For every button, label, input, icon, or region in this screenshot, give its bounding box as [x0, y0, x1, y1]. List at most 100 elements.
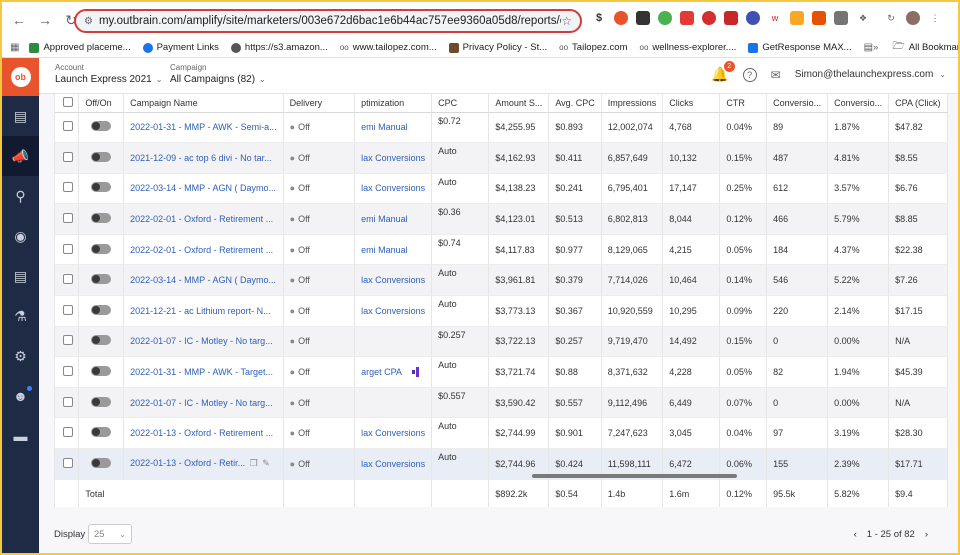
campaign-name-link[interactable]: 2022-03-14 - MMP - AGN ( Daymo... [130, 183, 276, 194]
campaign-name-link[interactable]: 2022-03-14 - MMP - AGN ( Daymo... [130, 275, 276, 286]
col-header-amount[interactable]: Amount S... [488, 94, 550, 113]
table-row[interactable]: 2022-01-31 - MMP - AWK - Semi-a... ● Off em… [55, 112, 948, 144]
row-checkbox[interactable] [63, 243, 73, 254]
stop-extension-icon[interactable] [702, 11, 716, 25]
table-row[interactable]: 2022-01-07 - IC - Motley - No targ... ● Of… [55, 326, 948, 358]
campaign-toggle[interactable] [91, 366, 112, 377]
campaign-toggle[interactable] [91, 213, 112, 224]
cpc-cell[interactable]: $0.557 [431, 387, 490, 419]
row-checkbox[interactable] [63, 213, 73, 224]
campaign-toggle[interactable] [91, 243, 112, 254]
settings-gear-icon[interactable]: ⚙ [14, 347, 27, 364]
table-row[interactable]: 2022-02-01 - Oxford - Retirement ... ● Off… [55, 234, 948, 266]
cpc-cell[interactable]: Auto [431, 173, 490, 205]
apps-grid-icon[interactable]: ▦ [10, 42, 20, 53]
sync-icon[interactable]: ↻ [884, 11, 898, 25]
campaigns-megaphone-icon[interactable]: 📣 [2, 136, 39, 176]
table-row[interactable]: 2022-01-07 - IC - Motley - No targ... ● Of… [55, 387, 948, 419]
reports-icon[interactable]: ▤ [13, 267, 28, 284]
address-bar[interactable]: ⚙ my.outbrain.com/amplify/site/marketers… [74, 9, 582, 33]
col-header-conversions[interactable]: Conversio... [766, 94, 829, 113]
cpc-cell[interactable]: Auto [431, 295, 490, 327]
outbrain-extension-icon[interactable] [614, 11, 628, 25]
table-row[interactable]: 2022-01-13 - Oxford - Retir... ❐ ✎ ● Off la… [55, 448, 948, 480]
campaign-name-link[interactable]: 2022-01-31 - MMP - AWK - Semi-a... [130, 122, 277, 133]
col-header-cpc[interactable]: CPC [431, 94, 490, 113]
color-wheel-extension-icon[interactable] [746, 11, 760, 25]
col-header-impressions[interactable]: Impressions [601, 94, 664, 113]
dashboard-icon[interactable]: ▤ [13, 107, 28, 124]
cpc-cell[interactable]: Auto [431, 448, 490, 480]
red-extension-icon[interactable] [680, 11, 694, 25]
chrome-menu-icon[interactable]: ⋮ [928, 11, 942, 25]
puzzle-icon[interactable]: ❖ [856, 11, 870, 25]
col-header-cpa[interactable]: CPA (Click) [888, 94, 948, 113]
row-checkbox[interactable] [63, 151, 73, 162]
campaign-name-link[interactable]: 2022-02-01 - Oxford - Retirement ... [130, 244, 274, 255]
campaign-name-link[interactable]: 2022-01-13 - Oxford - Retirement ... [130, 428, 274, 439]
table-row[interactable]: 2021-12-21 - ac Lithium report- N... ● Off… [55, 295, 948, 327]
select-all-checkbox[interactable] [63, 96, 73, 107]
campaign-toggle[interactable] [91, 457, 112, 468]
campaign-name-link[interactable]: 2021-12-09 - ac top 6 divi - No tar... [130, 152, 272, 163]
col-header-conv-rate[interactable]: Conversio... [827, 94, 890, 113]
forward-icon[interactable]: → [38, 12, 52, 28]
copy-icon[interactable]: ❐ [247, 458, 258, 469]
w-extension-icon[interactable]: w [768, 11, 782, 25]
bookmark-star-icon[interactable]: ☆ [561, 14, 572, 28]
row-checkbox[interactable] [63, 457, 73, 468]
more-bookmarks-icon[interactable]: » [873, 42, 879, 53]
all-bookmarks[interactable]: 🗁All Bookmarks [892, 39, 958, 56]
campaign-toggle[interactable] [91, 274, 112, 285]
cpc-cell[interactable]: Auto [431, 264, 490, 297]
conversions-icon[interactable]: ⚲ [15, 187, 26, 204]
fox-extension-icon[interactable] [812, 11, 826, 25]
campaign-name-link[interactable]: 2022-01-13 - Oxford - Retir... [130, 458, 246, 469]
notifications-bell-icon[interactable]: 🔔 2 [711, 61, 735, 83]
account-selector[interactable]: Account Launch Express 2021 ⌄ [55, 63, 162, 85]
col-header-onoff[interactable]: Off/On [78, 94, 125, 113]
table-row[interactable]: 2022-01-31 - MMP - AWK - Target... ● Off ar… [55, 356, 948, 388]
bookmark-item[interactable]: Privacy Policy - St... [448, 42, 547, 53]
cpc-cell[interactable]: $0.36 [431, 203, 490, 235]
col-header-optimization[interactable]: ptimization [354, 94, 433, 113]
site-info-icon[interactable]: ⚙ [84, 15, 93, 27]
col-header-ctr[interactable]: CTR [719, 94, 768, 113]
campaign-name-link[interactable]: 2022-02-01 - Oxford - Retirement ... [130, 214, 274, 225]
campaign-name-link[interactable]: 2022-01-31 - MMP - AWK - Target... [130, 367, 273, 378]
gray-extension-icon[interactable] [834, 11, 848, 25]
outbrain-logo[interactable]: ob [2, 58, 39, 96]
campaign-toggle[interactable] [91, 304, 112, 315]
table-row[interactable]: 2022-03-14 - MMP - AGN ( Daymo... ● Off lax… [55, 173, 948, 205]
messages-icon[interactable]: ✉ [770, 67, 781, 82]
cpc-cell[interactable]: $0.257 [431, 326, 490, 358]
help-icon[interactable]: ? [742, 67, 757, 82]
green-extension-icon[interactable] [658, 11, 672, 25]
back-icon[interactable]: ← [12, 12, 26, 28]
row-checkbox[interactable] [63, 366, 73, 377]
row-checkbox[interactable] [63, 304, 73, 315]
reload-icon[interactable]: ↻ [65, 11, 77, 28]
row-checkbox[interactable] [63, 182, 73, 193]
cpc-cell[interactable]: $0.74 [431, 234, 490, 266]
col-header-delivery[interactable]: Delivery [283, 94, 356, 113]
row-checkbox[interactable] [63, 121, 73, 132]
cpc-cell[interactable]: $0.72 [431, 112, 490, 144]
audiences-icon[interactable]: ◉ [14, 227, 27, 244]
edit-pencil-icon[interactable]: ✎ [259, 458, 270, 469]
campaign-selector[interactable]: Campaign All Campaigns (82) ⌄ [170, 63, 266, 85]
table-row[interactable]: 2022-01-13 - Oxford - Retirement ... ● Off… [55, 417, 948, 450]
row-checkbox[interactable] [63, 396, 73, 407]
row-checkbox[interactable] [63, 427, 73, 438]
billing-card-icon[interactable]: ▬ [13, 428, 28, 444]
lab-flask-icon[interactable]: ⚗ [14, 307, 27, 324]
bookmark-item[interactable]: oo wellness-explorer.... [639, 42, 737, 53]
row-checkbox[interactable] [63, 274, 73, 285]
user-menu[interactable]: Simon@thelaunchexpress.com ⌄ [795, 69, 946, 80]
cpc-cell[interactable]: Auto [431, 356, 490, 388]
user-settings-icon[interactable]: ☻ [2, 376, 39, 416]
profile-avatar-icon[interactable] [906, 11, 920, 25]
campaign-toggle[interactable] [91, 396, 112, 407]
col-header-clicks[interactable]: Clicks [662, 94, 721, 113]
badge-extension-icon[interactable] [636, 11, 650, 25]
